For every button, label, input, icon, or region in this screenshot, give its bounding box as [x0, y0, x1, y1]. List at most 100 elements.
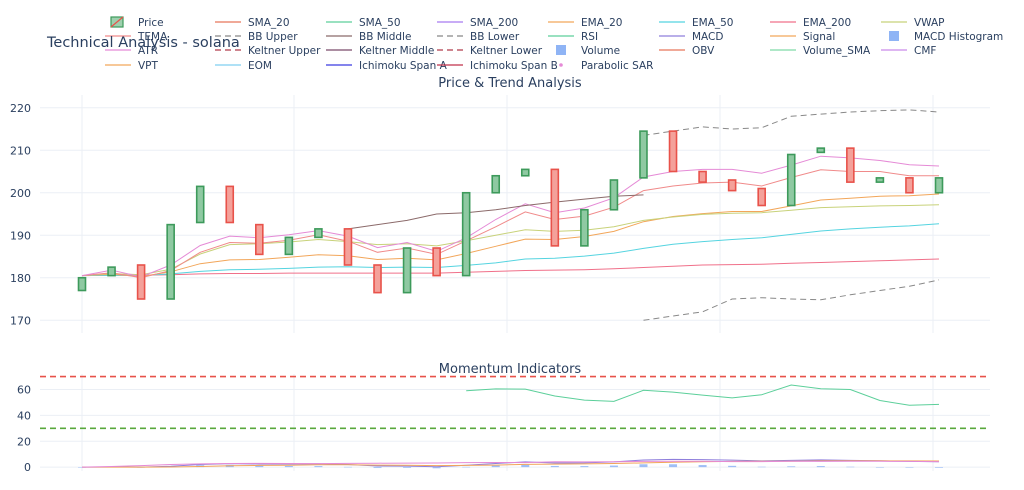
candle — [727, 179, 737, 192]
candle — [846, 147, 855, 183]
legend-candle-icon — [110, 16, 124, 28]
legend-label: VWAP — [914, 17, 945, 29]
legend-item-ema-20: EMA_20 — [548, 17, 623, 29]
legend-swatch-icon — [889, 31, 899, 41]
legend-item-ema-50: EMA_50 — [659, 17, 734, 29]
candle — [225, 185, 235, 224]
candle — [373, 264, 382, 294]
legend-label: ATR — [138, 45, 158, 57]
y-tick-label: 170 — [10, 314, 31, 327]
legend-label: BB Upper — [248, 31, 298, 43]
legend-label: SMA_50 — [359, 17, 401, 29]
y-tick-label: 190 — [10, 229, 31, 242]
histogram-bar — [284, 465, 293, 468]
legend-label: VPT — [138, 60, 159, 72]
legend-item-ema-200: EMA_200 — [770, 17, 851, 29]
legend-label: CMF — [914, 45, 936, 57]
legend-label: EOM — [248, 60, 272, 72]
series-line-ema-200 — [81, 258, 940, 277]
legend-label: Volume_SMA — [803, 45, 871, 57]
legend-label: Ichimoku Span A — [359, 60, 448, 72]
candle — [757, 187, 766, 207]
legend-item-signal: Signal — [770, 31, 835, 43]
legend-item-keltner-upper: Keltner Upper — [215, 45, 321, 57]
histogram-bar — [639, 464, 648, 468]
legend-item-vpt: VPT — [105, 60, 159, 72]
series-line-ema-50 — [81, 223, 940, 277]
histogram-bar — [905, 467, 914, 468]
legend-label: RSI — [581, 31, 598, 43]
legend-item-tema: TEMA — [105, 31, 168, 43]
legend: Price SMA_20 SMA_50 SMA_200 EMA_20 EMA_50 EMA_… — [105, 16, 1003, 72]
legend-item-sma-20: SMA_20 — [215, 17, 290, 29]
candle — [934, 177, 944, 194]
legend-item-ichimoku-span-b: Ichimoku Span B — [437, 60, 558, 72]
legend-item-volume: Volume — [556, 45, 620, 57]
y-tick-label: 180 — [10, 272, 31, 285]
y-tick-label: 20 — [17, 435, 31, 448]
legend-label: Signal — [803, 31, 835, 43]
page-title: Technical Analysis - solana — [46, 35, 240, 51]
candle — [491, 174, 501, 194]
legend-label: Keltner Lower — [470, 45, 543, 57]
momentum-plot: 0 20 40 60 — [17, 374, 990, 474]
legend-item-vwap: VWAP — [881, 17, 945, 29]
legend-label: SMA_20 — [248, 17, 290, 29]
legend-item-rsi: RSI — [548, 31, 598, 43]
legend-dot-icon — [559, 63, 563, 67]
candle — [580, 208, 589, 247]
legend-item-atr: ATR — [105, 45, 158, 57]
histogram-bar — [757, 466, 766, 468]
histogram-bar — [462, 466, 471, 468]
candle — [136, 264, 146, 300]
histogram-bar — [698, 465, 707, 468]
legend-item-obv: OBV — [659, 45, 715, 57]
momentum-chart-title: Momentum Indicators — [439, 362, 582, 377]
series-line-tema — [81, 169, 939, 279]
series-line-vwap — [81, 204, 940, 277]
legend-item-parabolic-sar: Parabolic SAR — [559, 60, 653, 72]
y-tick-label: 0 — [24, 461, 31, 474]
candle — [905, 177, 914, 194]
legend-label: Keltner Upper — [248, 45, 321, 57]
legend-item-volume-sma: Volume_SMA — [770, 45, 871, 57]
histogram-bar — [550, 465, 559, 468]
y-tick-label: 210 — [10, 144, 31, 157]
histogram-bar — [875, 467, 884, 468]
series-line-atr — [81, 460, 940, 468]
histogram-bar — [373, 467, 382, 469]
y-tick-label: 220 — [10, 102, 31, 115]
legend-label: Keltner Middle — [359, 45, 434, 57]
legend-item-bb-upper: BB Upper — [215, 31, 298, 43]
legend-item-sma-200: SMA_200 — [437, 17, 518, 29]
candle — [314, 228, 323, 239]
candle — [77, 276, 87, 292]
histogram-bar — [846, 466, 855, 468]
legend-item-cmf: CMF — [881, 45, 936, 57]
legend-item-eom: EOM — [215, 60, 272, 72]
legend-label: BB Middle — [359, 31, 411, 43]
candle — [195, 185, 205, 224]
legend-label: OBV — [692, 45, 715, 57]
legend-label: SMA_200 — [470, 17, 518, 29]
histogram-bar — [255, 465, 264, 468]
legend-item-price: Price — [110, 16, 164, 29]
histogram-bar — [787, 466, 796, 468]
histogram-bar — [728, 465, 737, 468]
series-line-bb-upper — [643, 109, 940, 136]
histogram-bar — [343, 466, 352, 468]
candle — [875, 177, 885, 183]
histogram-bar — [432, 467, 441, 469]
candle — [402, 247, 412, 294]
legend-item-macd-histogram: MACD Histogram — [889, 31, 1003, 43]
candle — [550, 168, 560, 247]
histogram-bar — [403, 467, 412, 468]
legend-label: Parabolic SAR — [581, 60, 653, 72]
candle — [166, 223, 175, 300]
price-plot: 170 180 190 200 210 220 — [10, 95, 990, 333]
legend-item-bb-lower: BB Lower — [437, 31, 520, 43]
histogram-bar — [521, 464, 530, 468]
price-chart-title: Price & Trend Analysis — [438, 76, 582, 91]
